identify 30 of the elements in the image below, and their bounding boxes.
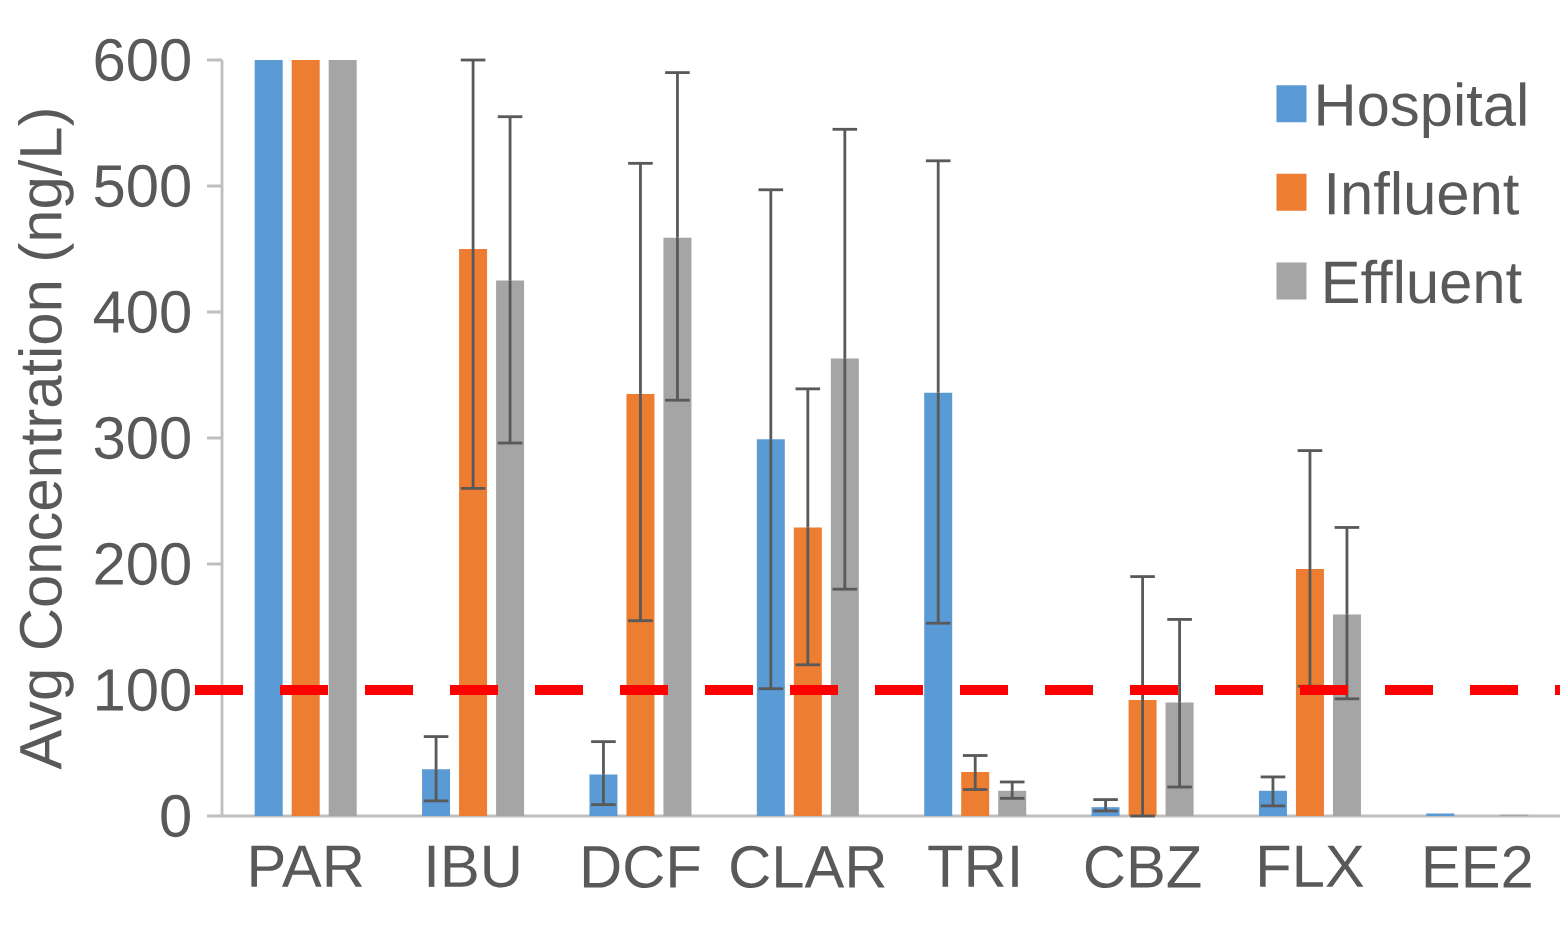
bar: [663, 237, 692, 816]
bar: [459, 249, 488, 816]
bar: [291, 60, 320, 816]
y-tick-label: 0: [161, 794, 190, 838]
bar: [1426, 813, 1455, 816]
x-tick-label: IBU: [428, 845, 519, 888]
bar: [254, 60, 283, 816]
y-tick-label: 600: [95, 38, 190, 82]
y-axis-title: Avg Concentration (ng/L): [18, 110, 74, 770]
y-tick-label: 100: [97, 668, 190, 712]
bar: [793, 527, 822, 816]
x-tick-label: DCF: [583, 845, 700, 889]
legend-label: Influent: [1328, 171, 1519, 215]
y-tick-label: 200: [95, 542, 190, 586]
bar: [961, 771, 990, 816]
y-tick-label: 500: [94, 164, 190, 208]
x-tick-label: EE2: [1425, 845, 1531, 888]
legend-label: Effluent: [1325, 259, 1522, 304]
bar: [328, 60, 357, 816]
x-tick-label: FLX: [1260, 845, 1364, 887]
x-tick-label: PAR: [251, 845, 363, 887]
bar: [1332, 614, 1361, 816]
bar: [1295, 569, 1324, 816]
x-tick-label: CLAR: [731, 845, 885, 889]
legend-label: Hospital: [1318, 82, 1526, 139]
x-tick-label: TRI: [928, 845, 1018, 887]
y-tick-label: 300: [94, 416, 190, 460]
x-tick-label: CBZ: [1085, 845, 1201, 889]
y-tick-label: 400: [93, 290, 190, 334]
bar: [496, 280, 525, 816]
